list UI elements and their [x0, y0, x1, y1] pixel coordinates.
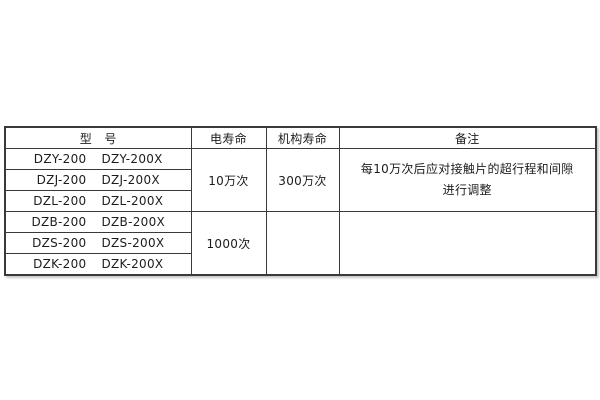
remark-line: 每10万次后应对接触片的超行程和间隙 [360, 162, 574, 176]
remarks-cell: 每10万次后应对接触片的超行程和间隙 进行调整 [338, 148, 597, 212]
model-name: DZB-200 [31, 215, 87, 229]
model-name-x: DZJ-200X [101, 173, 160, 187]
model-cell: DZB-200 DZB-200X [4, 211, 192, 233]
remarks-cell [338, 211, 597, 276]
model-name: DZJ-200 [36, 173, 87, 187]
col-header-model: 型 号 [4, 126, 192, 149]
header-row: 型 号 电寿命 机构寿命 备注 [4, 126, 597, 149]
table-row: DZK-200 DZK-200X [4, 253, 596, 276]
model-name-x: DZB-200X [101, 215, 166, 229]
col-header-mechanism-life: 机构寿命 [265, 126, 340, 149]
model-name-x: DZL-200X [101, 194, 164, 208]
electrical-life-cell: 1000次 [190, 211, 267, 276]
model-cell: DZY-200 DZY-200X [4, 148, 192, 170]
remark-line: 进行调整 [442, 183, 492, 197]
table-row: DZS-200 DZS-200X [4, 232, 596, 254]
mechanism-life-cell [265, 211, 340, 276]
spec-table: 型 号 电寿命 机构寿命 备注 DZY-200 DZY-200X 10万次 300… [4, 126, 597, 276]
model-cell: DZJ-200 DZJ-200X [4, 169, 192, 191]
model-name-x: DZS-200X [101, 236, 165, 250]
table-row: DZL-200 DZL-200X [4, 190, 596, 212]
table-row: DZJ-200 DZJ-200X [4, 169, 596, 191]
mechanism-life-cell: 300万次 [265, 148, 340, 212]
model-cell: DZS-200 DZS-200X [4, 232, 192, 254]
model-name: DZK-200 [33, 257, 87, 271]
model-cell: DZL-200 DZL-200X [4, 190, 192, 212]
model-name: DZL-200 [33, 194, 87, 208]
col-header-remarks: 备注 [338, 126, 597, 149]
model-cell: DZK-200 DZK-200X [4, 253, 192, 276]
table-row: DZB-200 DZB-200X 1000次 [4, 211, 597, 276]
model-name: DZY-200 [33, 152, 87, 166]
table-row: DZY-200 DZY-200X 10万次 300万次 每10万次后应对接触片的超… [4, 148, 597, 212]
model-name: DZS-200 [32, 236, 87, 250]
model-name-x: DZY-200X [101, 152, 163, 166]
model-name-x: DZK-200X [101, 257, 164, 271]
electrical-life-cell: 10万次 [190, 148, 267, 212]
col-header-electrical-life: 电寿命 [190, 126, 267, 149]
